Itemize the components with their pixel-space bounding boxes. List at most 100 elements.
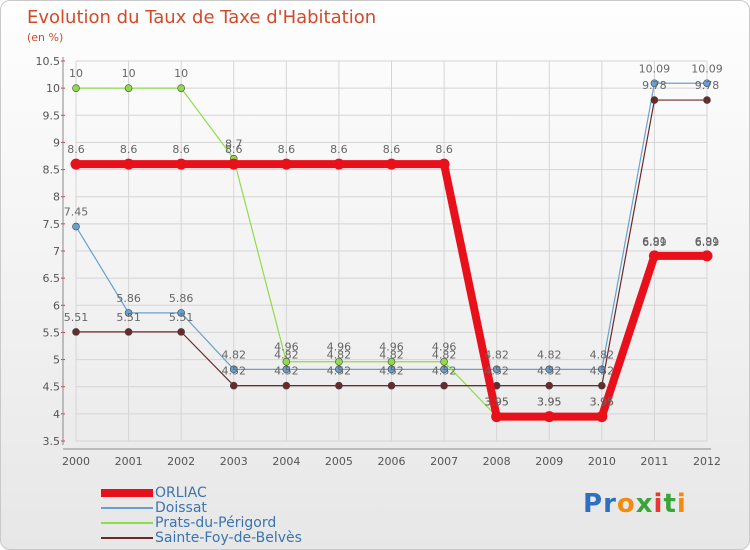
y-tick-label: 4.5 — [43, 381, 61, 394]
x-tick-label: 2008 — [483, 455, 511, 468]
series-point-2 — [177, 84, 185, 92]
series-point-2 — [124, 84, 133, 92]
series-point-0 — [491, 411, 503, 423]
series-point-1 — [387, 365, 396, 374]
data-label: 4.82 — [327, 348, 352, 361]
data-label: 5.86 — [116, 292, 141, 305]
y-tick-label: 3.5 — [43, 435, 61, 448]
data-label: 3.95 — [537, 396, 562, 409]
y-tick-label: 10 — [46, 82, 60, 95]
x-tick-label: 2007 — [430, 455, 458, 468]
x-tick-label: 2003 — [220, 455, 248, 468]
series-point-3 — [703, 96, 711, 104]
y-tick-label: 7 — [53, 245, 60, 258]
x-tick-label: 2004 — [272, 455, 300, 468]
series-point-0 — [648, 250, 660, 262]
series-point-3 — [282, 381, 291, 390]
data-label: 8.6 — [172, 143, 190, 156]
data-label: 4.96 — [432, 341, 457, 354]
series-point-0 — [280, 158, 292, 170]
logo-letter: i — [676, 489, 687, 519]
data-label: 4.82 — [274, 348, 299, 361]
series-layer — [70, 79, 713, 423]
data-label-layer: 8.6 8.6 8.6 8.6 8.6 8.6 8.6 8.6 3.95 3.95 3.95 6.91… — [64, 62, 723, 408]
axes: 3.5 4 4.5 5 5.5 6 6.5 7 7.5 8 8.5 9 9.5 10 10.5 2000 200… — [36, 55, 722, 468]
logo-letter: x — [635, 489, 654, 519]
logo-letter: t — [663, 489, 677, 519]
series-point-2 — [335, 357, 343, 366]
data-label: 5.86 — [169, 292, 194, 305]
series-point-3 — [598, 381, 606, 390]
data-label: 6.89 — [695, 236, 720, 249]
legend-swatch — [101, 507, 153, 509]
series-point-3 — [545, 381, 554, 390]
data-label: 3.95 — [484, 396, 509, 409]
unit-label: (en %) — [27, 31, 64, 44]
series-point-1 — [492, 365, 501, 374]
series-point-0 — [386, 158, 397, 170]
data-label: 4.96 — [274, 341, 299, 354]
data-label: 4.52 — [590, 365, 615, 378]
x-tick-label: 2010 — [588, 455, 616, 468]
series-point-0 — [175, 158, 187, 170]
data-label: 8.6 — [278, 143, 296, 156]
x-tick-label: 2011 — [640, 455, 668, 468]
data-label: 6.91 — [695, 235, 720, 248]
series-point-2 — [440, 357, 448, 366]
y-tick-label: 6.5 — [43, 272, 61, 285]
legend-label: Sainte-Foy-de-Belvès — [155, 530, 302, 546]
series-point-3 — [177, 328, 185, 336]
series-point-3 — [335, 381, 343, 390]
y-tick-label: 8.5 — [43, 164, 61, 177]
series-point-1 — [650, 79, 659, 88]
x-tick-label: 2005 — [325, 455, 353, 468]
data-label: 4.96 — [379, 341, 404, 354]
series-point-0 — [333, 158, 345, 170]
data-label: 10.09 — [639, 62, 671, 75]
data-label: 4.52 — [379, 365, 404, 378]
series-point-1 — [703, 79, 711, 88]
y-tick-label: 9.5 — [43, 109, 61, 122]
data-label: 8.6 — [120, 143, 138, 156]
data-label: 3.95 — [590, 396, 615, 409]
series-point-2 — [282, 357, 291, 366]
series-point-0 — [123, 158, 135, 170]
legend-swatch — [101, 522, 153, 524]
data-label: 8.6 — [435, 143, 453, 156]
data-label: 4.52 — [432, 365, 457, 378]
series-point-1 — [440, 365, 448, 374]
series-point-0 — [543, 411, 555, 423]
data-label: 4.82 — [379, 348, 404, 361]
series-point-1 — [545, 365, 554, 374]
series-point-1 — [335, 365, 343, 374]
data-label: 8.6 — [383, 143, 401, 156]
y-tick-label: 8 — [53, 191, 60, 204]
legend-swatch — [101, 537, 153, 539]
x-tick-label: 2000 — [62, 455, 90, 468]
y-tick-label: 5 — [53, 354, 60, 367]
data-label: 9.78 — [642, 79, 667, 92]
data-label: 7.45 — [64, 206, 89, 219]
series-point-0 — [438, 158, 450, 170]
logo-letter: o — [616, 489, 636, 519]
data-label: 4.96 — [327, 341, 352, 354]
data-label: 3.95 — [484, 396, 509, 409]
line-chart: 3.5 4 4.5 5 5.5 6 6.5 7 7.5 8 8.5 9 9.5 10 10.5 2000 200… — [36, 55, 723, 468]
data-label: 5.51 — [64, 311, 89, 324]
series-point-3 — [440, 381, 448, 390]
x-tick-label: 2001 — [115, 455, 143, 468]
data-label: 4.52 — [222, 365, 247, 378]
series-point-2 — [72, 84, 80, 92]
series-point-3 — [650, 96, 659, 104]
data-label: 8.6 — [225, 143, 243, 156]
series-point-1 — [72, 222, 80, 231]
legend-swatch — [101, 489, 153, 497]
proxiti-logo: Proxiti — [583, 489, 687, 519]
series-point-3 — [72, 328, 80, 336]
logo-letter: i — [653, 489, 664, 519]
x-tick-label: 2009 — [535, 455, 563, 468]
data-label: 10.09 — [691, 62, 723, 75]
series-point-1 — [177, 309, 185, 317]
data-label: 4.82 — [590, 348, 615, 361]
